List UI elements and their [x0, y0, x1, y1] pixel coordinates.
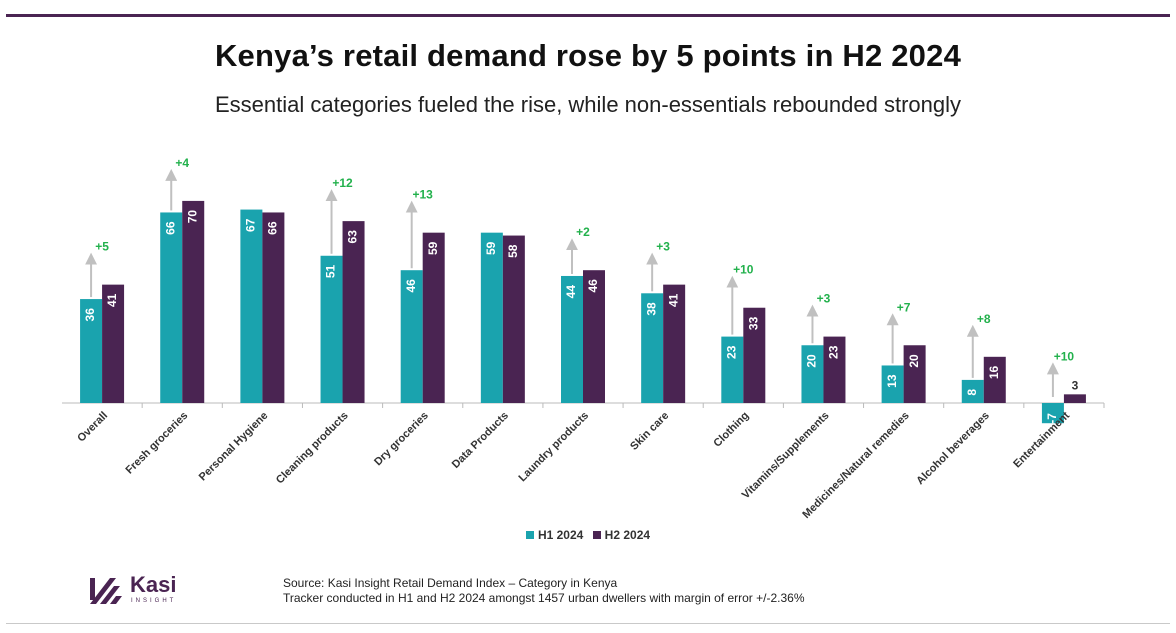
bar-h1 [1041, 403, 1064, 424]
data-label-h2: 16 [987, 365, 1001, 379]
x-tick-label: Overall [75, 410, 110, 445]
kasi-logo-mark-icon [90, 578, 122, 604]
source-line-1: Source: Kasi Insight Retail Demand Index… [283, 576, 618, 590]
data-label-h1: 13 [885, 374, 899, 388]
source-note: Source: Kasi Insight Retail Demand Index… [283, 576, 805, 606]
data-label-h1: 36 [83, 308, 97, 322]
bottom-rule [6, 623, 1170, 624]
data-label-h1: 44 [564, 285, 578, 299]
top-rule [6, 14, 1170, 17]
data-label-h1: 67 [244, 218, 258, 232]
bar-h2 [743, 307, 766, 403]
x-tick-label: Laundry products [517, 410, 592, 485]
data-label-h2: 58 [506, 244, 520, 258]
data-label-h1: 23 [724, 345, 738, 359]
legend-item-h2: H2 2024 [592, 528, 651, 542]
change-label: +3 [817, 292, 831, 306]
bar-h2 [502, 235, 525, 403]
bar-h1 [641, 293, 664, 403]
data-label-h1: 8 [965, 389, 979, 396]
change-label: +7 [897, 300, 911, 314]
bar-h2 [983, 356, 1006, 403]
data-label-h2: 63 [346, 230, 360, 244]
bar-h2 [663, 284, 686, 403]
bar-h2 [182, 200, 205, 403]
bar-h1 [160, 212, 183, 403]
bar-h1 [561, 275, 583, 403]
bar-h2 [583, 270, 605, 403]
bar-h2 [102, 284, 125, 403]
data-label-h2: 66 [266, 221, 280, 235]
chart-subtitle: Essential categories fueled the rise, wh… [215, 92, 961, 117]
bar-h1 [320, 255, 343, 403]
data-label-h2: 46 [586, 279, 600, 293]
x-tick-label: Entertainment [1011, 409, 1072, 470]
change-label: +10 [1054, 349, 1075, 363]
kasi-logo: Kasi INSIGHT [88, 572, 198, 608]
legend-swatch-h2 [592, 531, 601, 539]
bar-h1 [400, 270, 423, 403]
x-tick-label: Personal Hygiene [197, 410, 271, 484]
data-label-h2: 23 [827, 345, 841, 359]
data-label-h2: 33 [746, 316, 760, 330]
logo-tagline: INSIGHT [131, 598, 177, 604]
data-label-h1: 51 [324, 264, 338, 278]
bar-h2 [342, 221, 365, 403]
bar-h2 [422, 232, 445, 403]
data-label-h2: 70 [185, 210, 199, 224]
change-label: +2 [576, 225, 590, 239]
data-label-h1: -7 [1045, 413, 1059, 424]
bar-h1 [80, 299, 103, 403]
bar-h2 [823, 336, 846, 403]
bar-h1 [721, 336, 744, 403]
data-label-h1: 46 [404, 279, 418, 293]
x-tick-label: Fresh groceries [123, 410, 190, 477]
legend-label-h2: H2 2024 [604, 528, 651, 542]
change-label: +3 [656, 240, 670, 254]
x-tick-label: Cleaning products [274, 410, 351, 487]
logo-name: Kasi [130, 572, 177, 597]
change-label: +12 [332, 176, 353, 190]
data-label-h1: 20 [805, 354, 819, 368]
bar-h1 [881, 365, 904, 403]
legend-label-h1: H1 2024 [537, 528, 584, 542]
data-label-h2: 41 [105, 293, 119, 307]
change-label: +8 [977, 312, 991, 326]
data-label-h2: 59 [426, 241, 440, 255]
x-tick-label: Dry groceries [372, 410, 431, 469]
bar-h1 [801, 345, 824, 403]
bar-h1 [240, 209, 263, 403]
change-label: +13 [413, 188, 434, 202]
x-tick-label: Skin care [628, 410, 671, 453]
change-label: +4 [175, 156, 189, 170]
data-label-h2: 3 [1072, 378, 1079, 392]
data-label-h1: 38 [644, 302, 658, 316]
x-tick-label: Vitamins/Supplements [740, 410, 832, 502]
change-label: +5 [95, 240, 109, 254]
legend-swatch-h1 [525, 531, 534, 539]
x-tick-label: Clothing [711, 410, 751, 450]
bar-h1 [961, 379, 984, 403]
bar-h1 [480, 232, 503, 403]
data-label-h1: 59 [484, 241, 498, 255]
x-tick-label: Data Products [450, 410, 511, 471]
change-label: +10 [733, 263, 754, 277]
chart-title: Kenya’s retail demand rose by 5 points i… [214, 38, 962, 73]
legend: H1 2024 H2 2024 [0, 528, 1176, 542]
source-line-2: Tracker conducted in H1 and H2 2024 amon… [283, 591, 805, 605]
bar-h2 [903, 345, 926, 403]
data-label-h1: 66 [163, 221, 177, 235]
bar-h2 [1063, 394, 1086, 403]
x-tick-label: Alcohol beverages [914, 410, 992, 488]
data-label-h2: 20 [907, 354, 921, 368]
bar-h2 [262, 212, 285, 403]
legend-item-h1: H1 2024 [525, 528, 584, 542]
data-label-h2: 41 [666, 293, 680, 307]
